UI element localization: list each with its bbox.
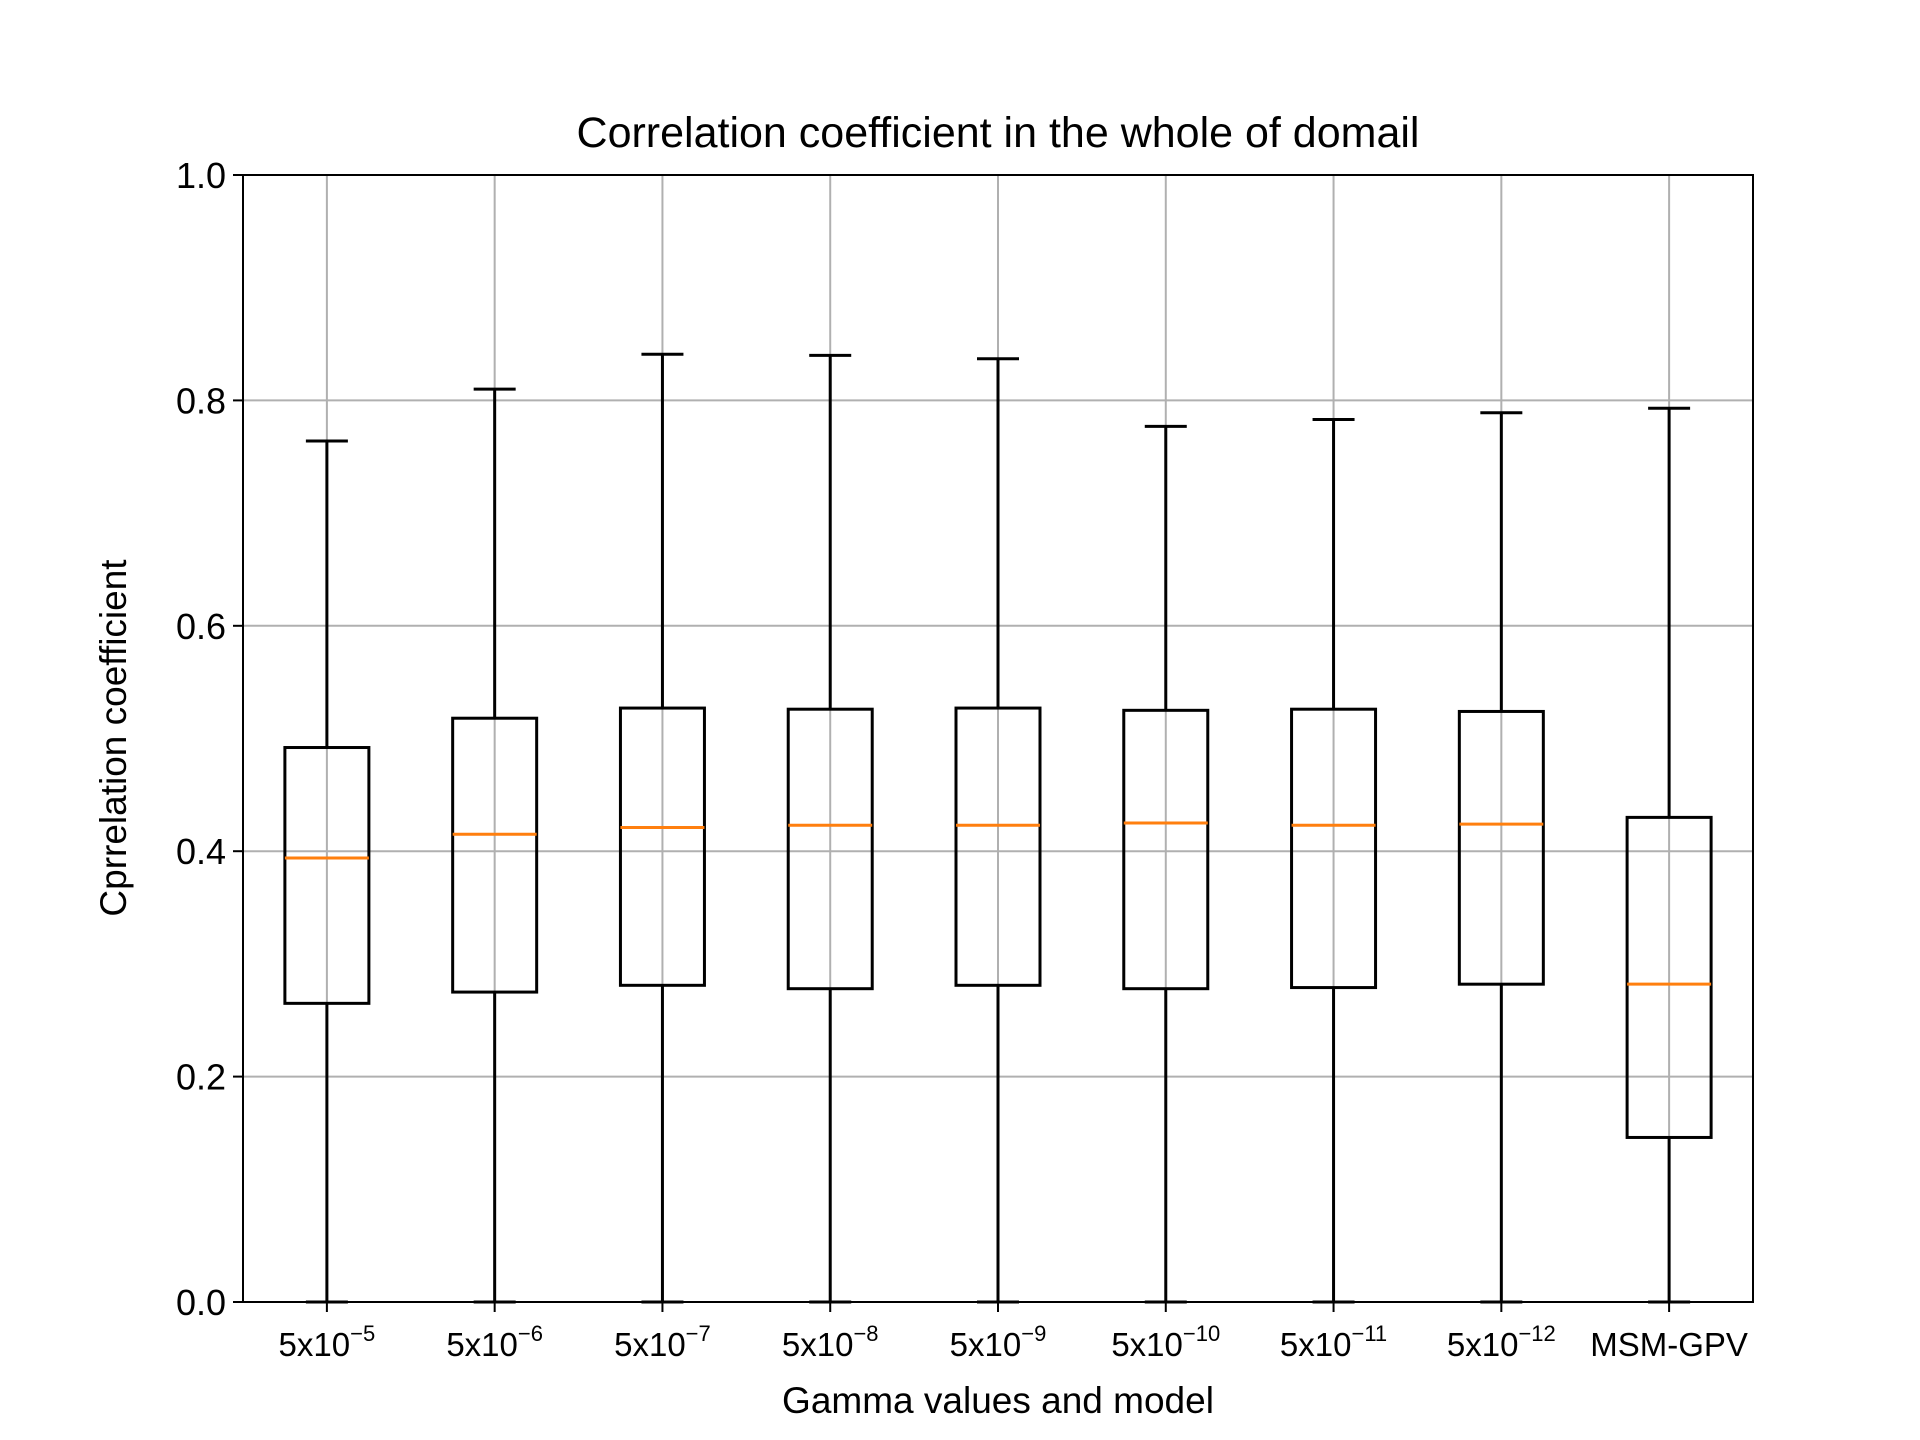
y-tick-label: 0.8 — [176, 380, 226, 421]
boxes — [283, 352, 1713, 1304]
iqr-box — [283, 746, 371, 1005]
x-tick-label: 5x10−10 — [1111, 1321, 1220, 1363]
y-tick-label: 1.0 — [176, 155, 226, 196]
x-tick-label: 5x10−9 — [950, 1321, 1047, 1363]
x-tick-label: 5x10−8 — [782, 1321, 879, 1363]
iqr-box — [954, 706, 1042, 987]
y-tick-label: 0.6 — [176, 606, 226, 647]
x-axis-label: Gamma values and model — [782, 1380, 1214, 1421]
iqr-box — [1457, 709, 1545, 986]
y-tick-label: 0.0 — [176, 1282, 226, 1323]
y-tick-label: 0.2 — [176, 1057, 226, 1098]
x-tick-label: 5x10−6 — [446, 1321, 543, 1363]
box-5 — [954, 357, 1042, 1304]
iqr-box — [618, 706, 706, 987]
chart-title: Correlation coefficient in the whole of … — [577, 109, 1420, 157]
x-tick-label: MSM-GPV — [1590, 1326, 1748, 1363]
iqr-box — [786, 707, 874, 991]
x-tick-label: 5x10−12 — [1447, 1321, 1556, 1363]
box-9 — [1625, 406, 1713, 1304]
iqr-box — [1290, 707, 1378, 990]
iqr-box — [1625, 815, 1713, 1139]
box-8 — [1457, 411, 1545, 1304]
ticks: 0.0 0.2 0.4 0.6 0.8 1.0 5x10−5 5x10−6 5x10−7 5x10… — [176, 155, 1748, 1363]
box-3 — [618, 352, 706, 1304]
y-axis-label: Cprrelation coefficient — [93, 559, 134, 917]
y-tick-label: 0.4 — [176, 831, 226, 872]
iqr-box — [451, 716, 539, 994]
x-tick-label: 5x10−7 — [614, 1321, 711, 1363]
x-tick-label: 5x10−11 — [1280, 1321, 1387, 1363]
iqr-box — [1122, 708, 1210, 991]
x-tick-label: 5x10−5 — [279, 1321, 376, 1363]
